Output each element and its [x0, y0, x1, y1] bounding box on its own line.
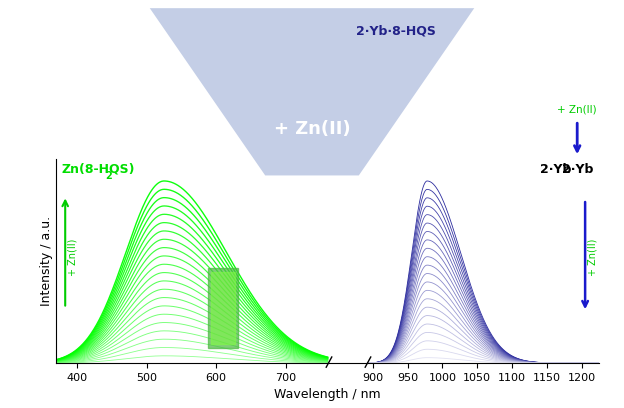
Text: 2·Yb·8-HQS: 2·Yb·8-HQS	[356, 24, 436, 37]
Text: + Zn(II): + Zn(II)	[274, 120, 350, 137]
Polygon shape	[150, 8, 474, 175]
X-axis label: Wavelength / nm: Wavelength / nm	[275, 388, 381, 401]
Text: 2: 2	[105, 171, 112, 181]
Polygon shape	[208, 268, 238, 348]
Polygon shape	[211, 272, 235, 344]
Text: + Zn(II): + Zn(II)	[67, 239, 77, 276]
Text: Zn(8-HQS): Zn(8-HQS)	[62, 162, 135, 175]
Text: + Zn(II): + Zn(II)	[557, 104, 597, 114]
Text: + Zn(II): + Zn(II)	[587, 239, 597, 276]
Text: 2·Yb: 2·Yb	[562, 163, 593, 176]
Y-axis label: Intensity / a.u.: Intensity / a.u.	[41, 216, 54, 306]
Text: 2·Yb: 2·Yb	[540, 162, 571, 175]
